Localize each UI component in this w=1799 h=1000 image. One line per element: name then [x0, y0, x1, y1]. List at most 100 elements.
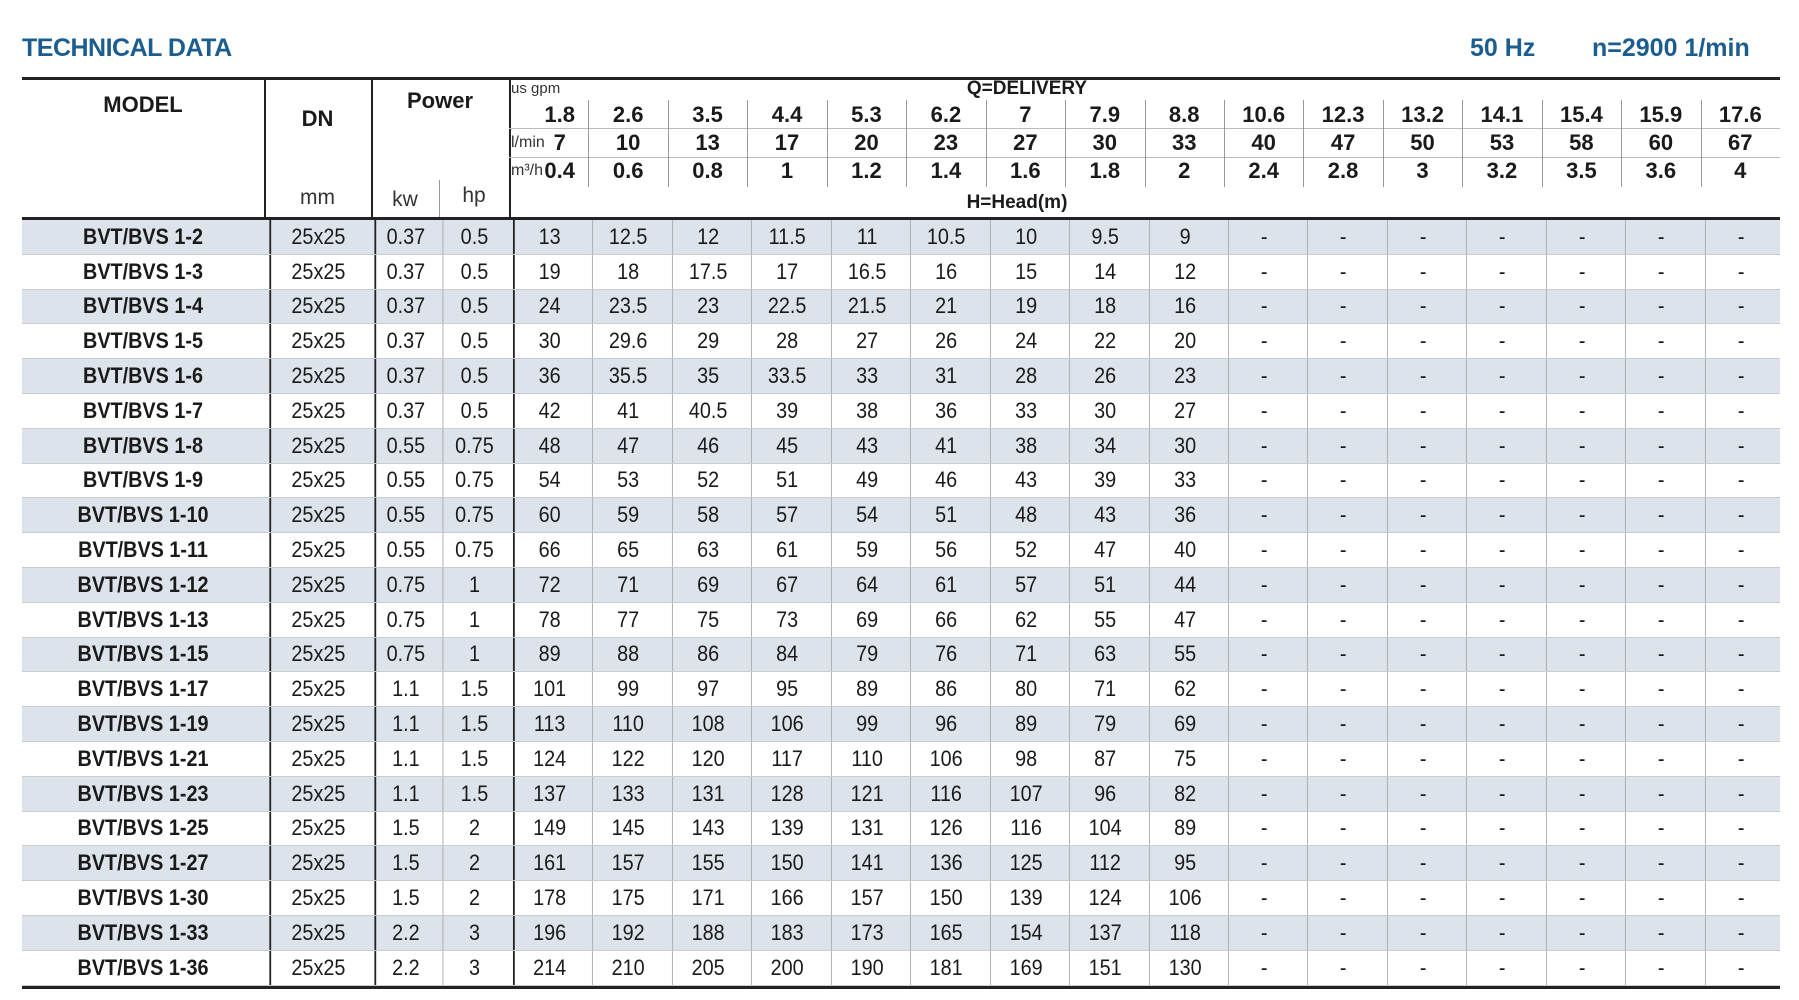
head-value-cell: -	[1386, 637, 1458, 672]
head-value-cell: 20	[1148, 324, 1219, 359]
head-value-cell: -	[1625, 463, 1696, 498]
gpm-value: 15.4	[1559, 102, 1603, 127]
head-value-cell: 40	[1148, 533, 1219, 567]
head-value-cell: -	[1386, 707, 1458, 741]
hp-cell: 1	[442, 567, 506, 602]
head-value-cell: -	[1545, 289, 1617, 324]
head-value-cell: 22.5	[751, 289, 822, 324]
table-row: BVT/BVS 1-30 25x25 1.5 2 178 175 171 166 157 150 1…	[22, 881, 1780, 916]
head-value-cell: -	[1625, 950, 1696, 985]
head-value-cell: -	[1386, 776, 1458, 811]
lmin-value: 20	[854, 130, 879, 155]
head-value-cell: -	[1625, 533, 1696, 567]
model-cell: BVT/BVS 1-17	[77, 676, 209, 702]
hp-cell: 2	[442, 881, 506, 915]
kw-cell: 2.2	[374, 950, 435, 985]
model-cell: BVT/BVS 1-19	[77, 711, 209, 737]
head-value-cell: 41	[592, 393, 663, 428]
head-value-cell: -	[1704, 881, 1776, 915]
head-value-cell: -	[1227, 707, 1299, 741]
kw-header: kw	[392, 188, 418, 211]
head-value-cell: 41	[910, 428, 981, 463]
dn-cell: 25x25	[269, 220, 365, 254]
model-cell: BVT/BVS 1-12	[77, 571, 209, 597]
m3h-value: 4	[1734, 158, 1747, 183]
head-value-cell: -	[1625, 428, 1696, 463]
head-value-cell: 165	[910, 915, 981, 950]
head-value-cell: 75	[671, 602, 743, 637]
head-value-cell: 125	[989, 846, 1061, 881]
head-value-cell: 166	[751, 881, 822, 915]
head-value-cell: 47	[592, 428, 663, 463]
lmin-value: 47	[1330, 130, 1356, 155]
head-value-cell: -	[1466, 254, 1537, 289]
head-value-cell: 200	[751, 950, 822, 985]
head-value-cell: -	[1704, 637, 1776, 672]
head-value-cell: -	[1704, 811, 1776, 846]
head-value-cell: 45	[751, 428, 822, 463]
dn-cell: 25x25	[269, 567, 365, 602]
head-value-cell: -	[1227, 254, 1299, 289]
hp-cell: 1.5	[442, 707, 506, 741]
head-value-cell: -	[1625, 324, 1696, 359]
head-value-cell: -	[1625, 602, 1696, 637]
head-value-cell: 30	[1069, 393, 1140, 428]
head-value-cell: 51	[910, 498, 981, 533]
gpm-value: 13.2	[1401, 102, 1444, 127]
head-value-cell: 46	[671, 428, 743, 463]
head-value-cell: -	[1545, 533, 1617, 567]
dn-cell: 25x25	[269, 776, 365, 811]
table-row: BVT/BVS 1-3 25x25 0.37 0.5 19 18 17.5 17 16.5 16 1…	[22, 254, 1780, 290]
head-value-cell: -	[1545, 950, 1617, 985]
head-value-cell: 80	[989, 672, 1061, 707]
head-value-cell: 86	[671, 637, 743, 672]
head-value-cell: 62	[989, 602, 1061, 637]
head-value-cell: -	[1466, 498, 1537, 533]
head-value-cell: 42	[512, 393, 584, 428]
head-value-cell: 175	[592, 881, 663, 915]
head-value-cell: 214	[512, 950, 584, 985]
head-value-cell: -	[1545, 915, 1617, 950]
head-value-cell: 88	[592, 637, 663, 672]
head-value-cell: -	[1227, 289, 1299, 324]
m3h-value: 3.6	[1645, 158, 1677, 183]
head-value-cell: 150	[751, 846, 822, 881]
head-value-cell: 69	[830, 602, 902, 637]
head-value-cell: 169	[989, 950, 1061, 985]
head-value-cell: 76	[910, 637, 981, 672]
head-value-cell: 51	[1069, 567, 1140, 602]
head-value-cell: 73	[751, 602, 822, 637]
head-value-cell: -	[1466, 846, 1537, 881]
lmin-unit-label: l/min	[511, 134, 545, 151]
kw-cell: 0.37	[374, 324, 435, 359]
table-row: BVT/BVS 1-2 25x25 0.37 0.5 13 12.5 12 11.5 11 10.…	[22, 220, 1780, 255]
head-value-cell: -	[1386, 915, 1458, 950]
head-value-cell: 71	[592, 567, 663, 602]
head-value-cell: 117	[751, 741, 822, 776]
head-value-cell: -	[1625, 254, 1696, 289]
gpm-value: 15.9	[1639, 102, 1683, 127]
head-value-cell: 33	[1148, 463, 1219, 498]
gpm-value: 7.9	[1089, 102, 1121, 127]
head-value-cell: 181	[910, 950, 981, 985]
kw-cell: 0.55	[374, 463, 435, 498]
head-value-cell: -	[1704, 289, 1776, 324]
hp-cell: 2	[442, 846, 506, 881]
head-value-cell: 151	[1069, 950, 1140, 985]
head-value-cell: 66	[910, 602, 981, 637]
table-row: BVT/BVS 1-33 25x25 2.2 3 196 192 188 183 173 165 1…	[22, 915, 1780, 951]
hp-cell: 0.5	[442, 359, 506, 393]
head-value-cell: -	[1386, 463, 1458, 498]
head-value-cell: 61	[751, 533, 822, 567]
dn-cell: 25x25	[269, 289, 365, 324]
head-value-cell: 192	[592, 915, 663, 950]
head-value-cell: 78	[512, 602, 584, 637]
head-value-cell: -	[1466, 324, 1537, 359]
head-value-cell: -	[1545, 428, 1617, 463]
dn-cell: 25x25	[269, 428, 365, 463]
m3h-value: 2	[1178, 158, 1191, 183]
head-value-cell: -	[1466, 672, 1537, 707]
head-value-cell: -	[1466, 950, 1537, 985]
head-value-cell: -	[1704, 533, 1776, 567]
head-value-cell: 11	[830, 220, 902, 254]
